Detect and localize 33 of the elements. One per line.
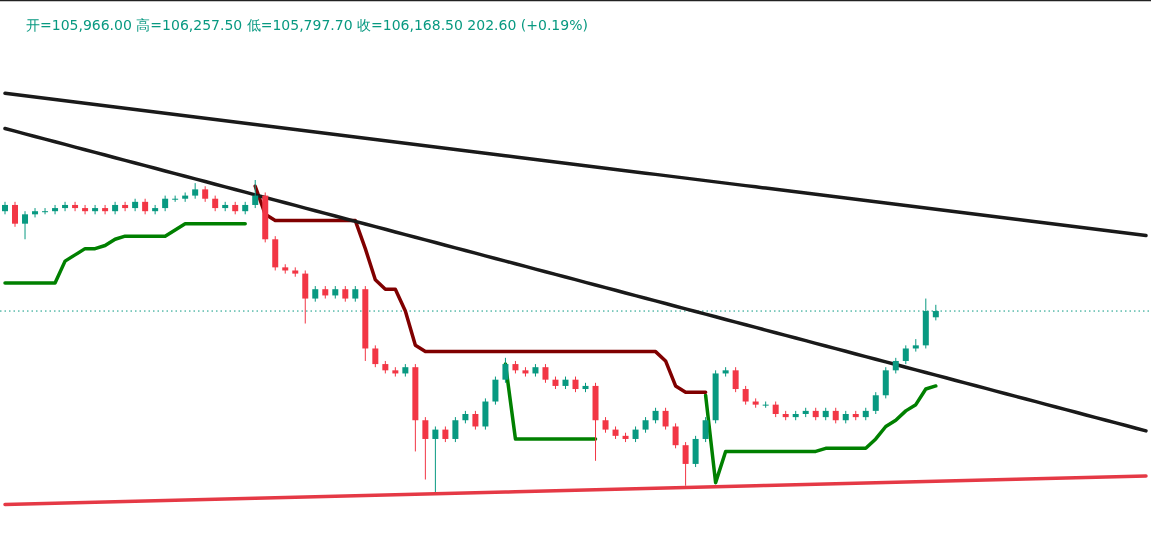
candlestick [62,201,69,212]
candlestick [452,416,459,443]
candlestick [662,407,669,431]
candlestick [252,179,259,209]
candlestick [152,204,159,215]
candlestick [42,207,49,215]
candlestick [112,201,119,215]
text: 开=105,966.00 高=106,257.50 低=105,797.70 收=106,168.50 202.60 (+0.19%) [26,17,588,33]
candlestick [682,441,689,487]
candlestick [2,201,8,215]
candlestick [732,366,739,393]
candlestick [872,391,879,415]
candlestick [422,416,429,481]
candlestick [492,376,499,406]
candlestick [672,422,679,449]
candlestick [472,410,479,431]
candlestick [432,425,439,493]
candlestick [902,344,909,365]
candlestick [742,385,749,406]
candlestick [72,201,79,212]
candlestick [92,204,99,215]
candlestick [122,201,129,212]
candlestick [132,198,139,212]
candlestick [102,204,109,215]
candlestick [542,363,549,384]
candlestick [82,204,89,215]
candlestick [22,210,29,240]
candlestick [702,416,709,443]
candlestick [372,344,379,368]
candlestick [502,357,509,384]
candlestick [32,207,39,218]
candlestick [52,204,59,215]
candlestick [12,201,19,228]
